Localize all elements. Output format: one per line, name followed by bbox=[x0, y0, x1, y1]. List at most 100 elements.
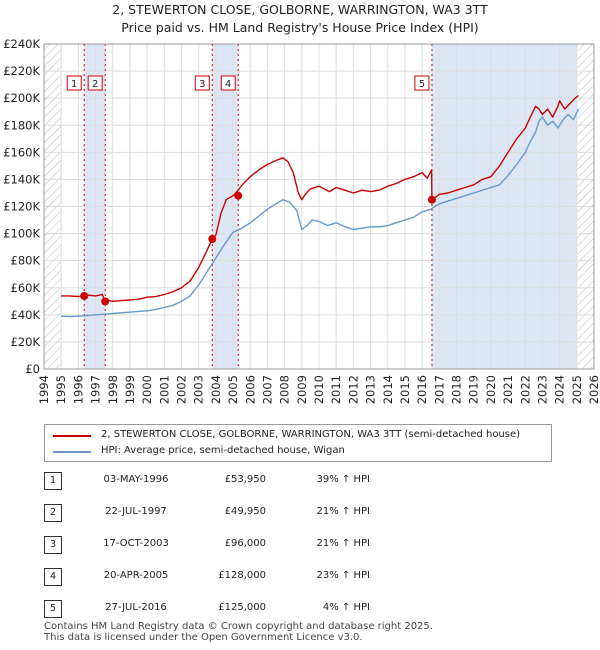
sale-price: £49,950 bbox=[224, 506, 266, 517]
x-tick-label: 2026 bbox=[587, 375, 600, 404]
hpi-line bbox=[61, 108, 580, 318]
sale-date: 17-OCT-2003 bbox=[103, 538, 169, 549]
sale-marker-box bbox=[414, 75, 430, 91]
x-tick-label: 2007 bbox=[260, 375, 274, 404]
sale-marker-number: 4 bbox=[44, 568, 62, 586]
footer-licence: This data is licensed under the Open Gov… bbox=[44, 632, 363, 643]
chart-title: 2, STEWERTON CLOSE, GOLBORNE, WARRINGTON… bbox=[112, 2, 488, 17]
y-tick-label: £0 bbox=[25, 362, 40, 376]
x-tick-label: 2003 bbox=[192, 375, 206, 404]
sale-point bbox=[101, 297, 110, 306]
legend-label-hpi: HPI: Average price, semi-detached house,… bbox=[101, 445, 345, 456]
sale-date: 27-JUL-2016 bbox=[105, 602, 167, 613]
sale-row: 4 20-APR-2005 £128,000 23% ↑ HPI bbox=[0, 568, 600, 586]
y-tick-label: £60K bbox=[11, 281, 41, 295]
sale-date: 03-MAY-1996 bbox=[103, 474, 169, 485]
x-tick-label: 2020 bbox=[484, 375, 498, 404]
y-tick-label: £220K bbox=[3, 64, 40, 78]
sale-marker-box bbox=[66, 75, 82, 91]
y-tick-label: £80K bbox=[11, 254, 41, 268]
x-tick-label: 2023 bbox=[535, 375, 549, 404]
x-tick-label: 1995 bbox=[54, 375, 68, 404]
legend-swatch-hpi bbox=[53, 451, 91, 453]
sale-point bbox=[80, 291, 89, 300]
sale-row: 1 03-MAY-1996 £53,950 39% ↑ HPI bbox=[0, 472, 600, 490]
sale-date: 20-APR-2005 bbox=[103, 570, 169, 581]
sale-marker-label: 4 bbox=[225, 79, 231, 90]
y-tick-label: £20K bbox=[11, 335, 41, 349]
x-tick-label: 2015 bbox=[398, 375, 412, 404]
x-tick-label: 2016 bbox=[415, 375, 429, 404]
x-tick-label: 2022 bbox=[518, 375, 532, 404]
price-chart: 2, STEWERTON CLOSE, GOLBORNE, WARRINGTON… bbox=[3, 2, 600, 404]
x-tick-label: 1999 bbox=[123, 375, 137, 404]
x-tick-label: 1994 bbox=[37, 375, 51, 404]
x-tick-label: 2013 bbox=[364, 375, 378, 404]
x-tick-label: 2024 bbox=[553, 375, 567, 404]
x-tick-label: 1998 bbox=[106, 375, 120, 404]
footer: Contains HM Land Registry data © Crown c… bbox=[44, 621, 433, 643]
sale-hpi-change: 39% ↑ HPI bbox=[316, 474, 370, 485]
sale-point bbox=[234, 191, 243, 200]
x-tick-label: 2011 bbox=[329, 375, 343, 404]
x-tick-label: 2000 bbox=[140, 375, 154, 404]
x-tick-label: 2014 bbox=[381, 375, 395, 404]
sale-hpi-change: 4% ↑ HPI bbox=[322, 602, 370, 613]
legend: 2, STEWERTON CLOSE, GOLBORNE, WARRINGTON… bbox=[44, 424, 552, 462]
legend-label-property: 2, STEWERTON CLOSE, GOLBORNE, WARRINGTON… bbox=[101, 429, 521, 440]
sale-point bbox=[208, 235, 217, 243]
x-tick-label: 1997 bbox=[89, 375, 103, 404]
sale-marker-number: 3 bbox=[44, 536, 62, 554]
y-tick-label: £180K bbox=[3, 118, 40, 132]
y-tick-label: £120K bbox=[3, 200, 40, 214]
x-tick-label: 2012 bbox=[346, 375, 360, 404]
sale-marker-box bbox=[87, 75, 103, 91]
sale-date: 22-JUL-1997 bbox=[105, 506, 167, 517]
x-tick-label: 2005 bbox=[226, 375, 240, 404]
x-tick-label: 2002 bbox=[175, 375, 189, 404]
sale-row: 3 17-OCT-2003 £96,000 21% ↑ HPI bbox=[0, 536, 600, 554]
x-tick-label: 2001 bbox=[157, 375, 171, 404]
sale-price: £128,000 bbox=[218, 570, 266, 581]
x-tick-label: 2025 bbox=[570, 375, 584, 404]
property-price-line bbox=[61, 94, 579, 303]
y-tick-label: £160K bbox=[3, 145, 40, 159]
x-tick-label: 2008 bbox=[278, 375, 292, 404]
sale-hpi-change: 23% ↑ HPI bbox=[316, 570, 370, 581]
x-tick-label: 2021 bbox=[501, 375, 515, 404]
sale-row: 5 27-JUL-2016 £125,000 4% ↑ HPI bbox=[0, 600, 600, 618]
legend-swatch-property bbox=[53, 435, 91, 437]
footer-copyright: Contains HM Land Registry data © Crown c… bbox=[44, 621, 433, 632]
sale-marker-label: 5 bbox=[419, 79, 425, 90]
y-tick-label: £240K bbox=[3, 37, 40, 51]
sale-marker-number: 5 bbox=[44, 600, 62, 618]
y-tick-label: £40K bbox=[11, 308, 41, 322]
x-tick-label: 2004 bbox=[209, 375, 223, 404]
sale-marker-label: 2 bbox=[92, 79, 98, 90]
sale-marker-box bbox=[194, 75, 210, 91]
sale-marker-number: 2 bbox=[44, 504, 62, 522]
sale-point bbox=[427, 195, 436, 204]
x-tick-label: 2018 bbox=[450, 375, 464, 404]
sale-row: 2 22-JUL-1997 £49,950 21% ↑ HPI bbox=[0, 504, 600, 522]
y-tick-label: £140K bbox=[3, 172, 40, 186]
chart-subtitle: Price paid vs. HM Land Registry's House … bbox=[121, 20, 478, 35]
sale-hpi-change: 21% ↑ HPI bbox=[316, 506, 370, 517]
x-tick-label: 2010 bbox=[312, 375, 326, 404]
sale-marker-label: 1 bbox=[71, 79, 77, 90]
x-tick-label: 2019 bbox=[467, 375, 481, 404]
sale-marker-label: 3 bbox=[199, 79, 205, 90]
sale-price: £125,000 bbox=[218, 602, 266, 613]
sale-price: £53,950 bbox=[224, 474, 266, 485]
x-tick-label: 2017 bbox=[432, 375, 446, 404]
sale-marker-number: 1 bbox=[44, 472, 62, 490]
plot-border bbox=[43, 43, 595, 370]
y-tick-label: £200K bbox=[3, 91, 40, 105]
x-tick-label: 2006 bbox=[243, 375, 257, 404]
sale-hpi-change: 21% ↑ HPI bbox=[316, 538, 370, 549]
sale-marker-box bbox=[220, 75, 236, 91]
y-tick-label: £100K bbox=[3, 227, 40, 241]
sale-price: £96,000 bbox=[224, 538, 266, 549]
x-tick-label: 1996 bbox=[71, 375, 85, 404]
x-tick-label: 2009 bbox=[295, 375, 309, 404]
